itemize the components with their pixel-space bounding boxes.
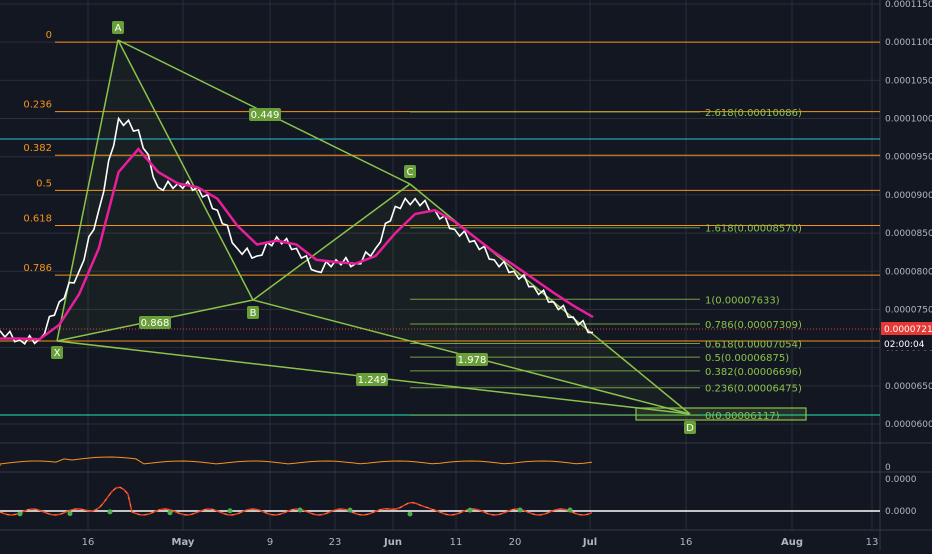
pattern-point-label: B	[250, 308, 257, 319]
fib-level-label: 0.786	[23, 263, 52, 274]
volume-axis-label: 0	[885, 463, 891, 473]
ratio-badge	[249, 108, 281, 121]
ratio-label: 1.249	[358, 375, 387, 386]
projection-label: 0.618(0.00007054)	[705, 340, 802, 351]
bcd-triangle	[253, 184, 690, 414]
fib-level-label: 0	[46, 30, 52, 41]
oscillator-dot	[567, 507, 573, 513]
oscillator-dot	[407, 511, 413, 517]
prz-box	[635, 407, 807, 421]
price-line	[0, 116, 594, 345]
pattern-point-badge	[51, 346, 63, 359]
oscillator-dot	[167, 510, 173, 516]
ratio-badge	[456, 353, 488, 366]
projection-label: 0.382(0.00006696)	[705, 367, 802, 378]
oscillator-dot	[517, 507, 523, 513]
fib-level-label: 0.236	[23, 100, 52, 111]
projection-label: 0(0.00006117)	[705, 411, 780, 422]
pattern-leg	[117, 39, 254, 301]
time-axis-label: Jul	[582, 537, 597, 548]
pattern-point-label: X	[54, 348, 61, 359]
volume-line	[0, 456, 593, 466]
oscillator-dot	[17, 511, 23, 517]
oscillator-dot	[107, 509, 113, 515]
projection-label: 1(0.00007633)	[705, 295, 780, 306]
time-axis-label: 13	[866, 537, 879, 548]
time-axis-label: 23	[329, 537, 342, 548]
pattern-point-badge	[247, 306, 259, 319]
oscillator-dot	[227, 508, 233, 514]
time-axis-label: Aug	[781, 537, 803, 548]
time-axis-label: 11	[450, 537, 463, 548]
osc-axis-label: 0.0000	[885, 507, 917, 517]
pattern-point-label: A	[115, 23, 122, 34]
pattern-leg	[252, 183, 411, 301]
fib-level-label: 0.382	[23, 143, 52, 154]
current-price-label: 0.00007216	[884, 325, 932, 335]
oscillator-dot	[467, 507, 473, 513]
current-price-tag	[881, 322, 932, 335]
time-axis-label: 20	[509, 537, 522, 548]
pattern-point-badge	[684, 421, 696, 434]
ratio-label: 0.449	[251, 110, 280, 121]
countdown-label: 02:00:04	[884, 340, 925, 350]
pattern-point-label: D	[686, 423, 694, 434]
oscillator-signal	[0, 486, 593, 516]
extension-label: 2.618(0.00010086)	[705, 108, 802, 119]
projection-label: 0.5(0.00006875)	[705, 353, 789, 364]
ratio-badge	[139, 316, 171, 329]
time-axis-label: Jun	[383, 537, 402, 548]
oscillator-dot	[347, 507, 353, 513]
projection-label: 0.786(0.00007309)	[705, 320, 802, 331]
extension-label: 1.618(0.00008570)	[705, 224, 802, 235]
ratio-label: 0.868	[141, 318, 170, 329]
fib-level-label: 0.618	[23, 213, 52, 224]
projection-label: 0.236(0.00006475)	[705, 384, 802, 395]
ratio-badge	[356, 373, 388, 386]
xab-triangle	[57, 40, 253, 341]
moving-average-line	[0, 147, 594, 341]
time-axis-label: 16	[680, 537, 693, 548]
fib-level-label: 0.5	[36, 178, 52, 189]
time-axis-label: 16	[82, 537, 95, 548]
time-axis-label: May	[172, 537, 195, 548]
oscillator-dot	[297, 507, 303, 513]
oscillator-dot	[67, 511, 73, 517]
pattern-point-label: C	[407, 167, 414, 178]
time-axis-label: 9	[267, 537, 273, 548]
ratio-label: 1.978	[458, 355, 487, 366]
pattern-point-badge	[112, 21, 124, 34]
countdown-tag	[881, 337, 932, 350]
pattern-point-badge	[404, 165, 416, 178]
osc-axis-label: 0.0000	[885, 475, 917, 485]
